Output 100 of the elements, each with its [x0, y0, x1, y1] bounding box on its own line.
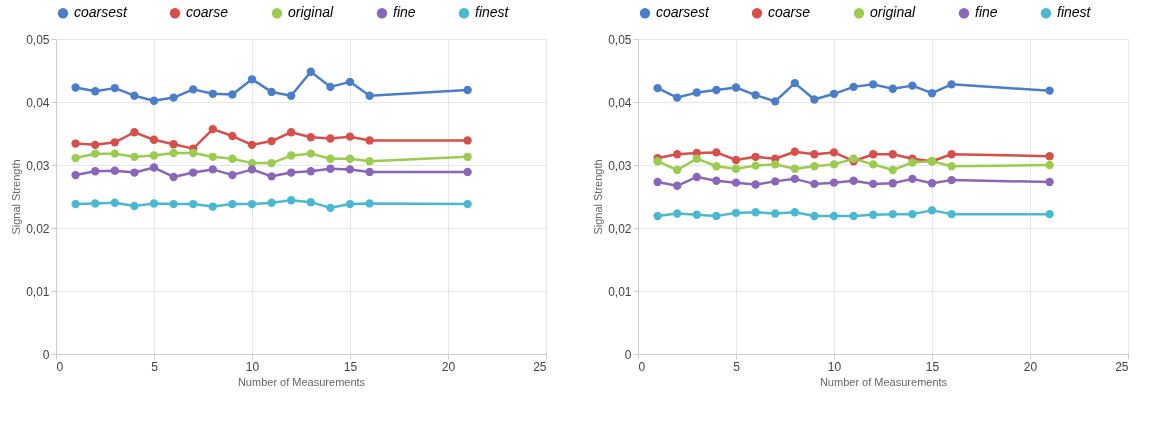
point — [208, 89, 217, 98]
point — [673, 209, 682, 218]
point — [130, 128, 139, 137]
point — [1045, 209, 1054, 219]
point — [110, 138, 119, 147]
point — [810, 150, 819, 159]
point — [869, 160, 878, 169]
y-tick-label: 0,04 — [608, 95, 632, 110]
x-tick-label: 0 — [638, 359, 646, 374]
point — [888, 84, 897, 93]
point — [829, 160, 839, 169]
point — [673, 150, 682, 159]
point — [149, 151, 159, 160]
point — [169, 148, 178, 158]
y-tick-label: 0 — [42, 347, 50, 362]
point — [751, 152, 760, 161]
point — [326, 134, 335, 143]
legend-label: finest — [1057, 4, 1092, 21]
point — [287, 151, 296, 160]
point — [91, 167, 100, 176]
point — [908, 209, 917, 219]
point — [365, 199, 374, 208]
point — [247, 199, 257, 209]
legend-label: fine — [393, 4, 416, 21]
point — [869, 179, 878, 189]
point — [692, 154, 701, 163]
point — [463, 167, 472, 177]
x-tick-label: 25 — [533, 359, 547, 374]
point — [91, 87, 100, 96]
point — [908, 174, 917, 184]
point — [712, 162, 721, 171]
point — [267, 172, 276, 181]
point — [810, 179, 819, 189]
point — [947, 209, 956, 219]
point — [653, 177, 662, 187]
point — [463, 136, 472, 145]
point — [731, 178, 741, 187]
point — [365, 167, 374, 177]
y-tick-label: 0,05 — [608, 32, 632, 47]
point — [326, 164, 335, 173]
point — [790, 164, 799, 173]
legend-label: original — [288, 4, 335, 21]
point — [888, 179, 897, 188]
point — [345, 77, 355, 87]
x-tick-label: 5 — [151, 359, 159, 374]
point — [306, 198, 315, 207]
point — [345, 154, 355, 163]
point — [849, 82, 858, 92]
point — [888, 150, 897, 159]
point — [751, 180, 760, 189]
point — [908, 158, 917, 167]
point — [653, 211, 662, 221]
point — [927, 89, 937, 98]
point — [287, 128, 296, 137]
x-tick-label: 0 — [56, 359, 64, 374]
point — [208, 165, 217, 174]
point — [169, 172, 178, 182]
point — [712, 211, 721, 221]
point — [692, 172, 701, 182]
point — [829, 211, 839, 221]
point — [345, 199, 355, 209]
point — [91, 149, 100, 158]
point — [345, 132, 355, 141]
legend-label: coarsest — [656, 4, 711, 21]
x-tick-label: 20 — [1023, 359, 1038, 374]
point — [947, 175, 956, 185]
point — [169, 93, 178, 102]
point — [731, 155, 741, 165]
point — [673, 181, 682, 190]
point — [228, 154, 237, 163]
point — [908, 81, 917, 90]
point — [849, 211, 858, 221]
point — [947, 80, 956, 89]
point — [71, 139, 80, 148]
point — [208, 152, 217, 161]
y-tick-label: 0 — [624, 347, 632, 362]
point — [189, 85, 198, 94]
point — [247, 140, 257, 150]
point — [169, 199, 178, 209]
point — [829, 89, 839, 98]
point — [712, 148, 721, 157]
point — [869, 80, 878, 89]
x-tick-label: 10 — [245, 359, 260, 374]
legend-label: fine — [975, 4, 998, 21]
point — [306, 133, 315, 142]
point — [110, 166, 119, 175]
point — [849, 176, 858, 185]
point — [463, 85, 472, 95]
point — [1045, 152, 1054, 161]
point — [110, 149, 119, 158]
point — [287, 196, 296, 205]
point — [130, 168, 139, 177]
point — [189, 148, 198, 158]
y-tick-label: 0,02 — [608, 221, 632, 236]
point — [306, 167, 315, 176]
point — [326, 203, 335, 213]
point — [692, 88, 701, 97]
point — [751, 90, 760, 100]
x-tick-label: 15 — [343, 359, 358, 374]
point — [790, 147, 799, 156]
